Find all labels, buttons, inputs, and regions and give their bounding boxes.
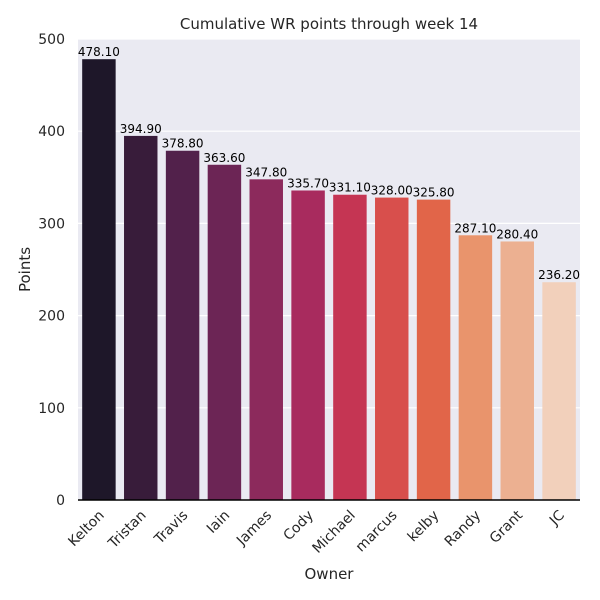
data-label: 331.10 [329, 181, 371, 195]
y-tick-label: 200 [38, 309, 65, 325]
x-tick-label: Michael [310, 508, 359, 557]
bar-travis [165, 150, 200, 500]
x-tick-label: Kelton [65, 508, 107, 550]
y-tick-label: 300 [38, 216, 65, 232]
x-tick-label: Iain [204, 508, 233, 537]
data-label: 347.80 [245, 165, 287, 179]
y-tick-label: 500 [38, 32, 65, 48]
x-axis-label: Owner [305, 565, 355, 583]
chart-title: Cumulative WR points through week 14 [180, 15, 478, 33]
y-tick-label: 100 [38, 401, 65, 417]
x-tick-label: Cody [280, 508, 316, 544]
data-label: 325.80 [413, 186, 455, 200]
y-tick-label: 0 [56, 493, 65, 509]
bar-randy [458, 235, 493, 500]
plot-area [78, 39, 580, 500]
bar-marcus [375, 197, 409, 501]
data-label: 378.80 [162, 137, 204, 151]
x-tick-label: Randy [442, 508, 484, 550]
data-label: 287.10 [454, 221, 496, 235]
bars [82, 59, 576, 501]
data-label: 280.40 [496, 227, 538, 241]
bar-kelby [416, 199, 451, 500]
bar-michael [333, 194, 367, 500]
data-label: 394.90 [120, 122, 162, 136]
bar-grant [500, 241, 534, 501]
data-label: 363.60 [203, 151, 245, 165]
bar-james [249, 179, 283, 500]
y-axis-label: Points [16, 247, 34, 292]
y-tick-label: 400 [38, 124, 65, 140]
x-tick-label: JC [546, 507, 568, 529]
bar-iain [207, 164, 242, 500]
data-label: 335.70 [287, 176, 329, 190]
x-tick-label: Travis [151, 508, 192, 549]
x-tick-label: Tristan [105, 508, 150, 553]
x-tick-label: Grant [487, 507, 527, 547]
data-label: 478.10 [78, 45, 120, 59]
bar-jc [542, 282, 576, 500]
x-tick-label: James [233, 508, 275, 550]
bar-cody [291, 190, 325, 500]
data-label: 236.20 [538, 268, 580, 282]
bar-tristan [124, 135, 158, 500]
bar-kelton [82, 59, 116, 500]
data-label: 328.00 [371, 184, 413, 198]
y-tick-labels: 0 100 200 300 400 500 [38, 32, 65, 509]
x-tick-label: marcus [353, 508, 401, 556]
x-tick-label: kelby [405, 508, 443, 546]
